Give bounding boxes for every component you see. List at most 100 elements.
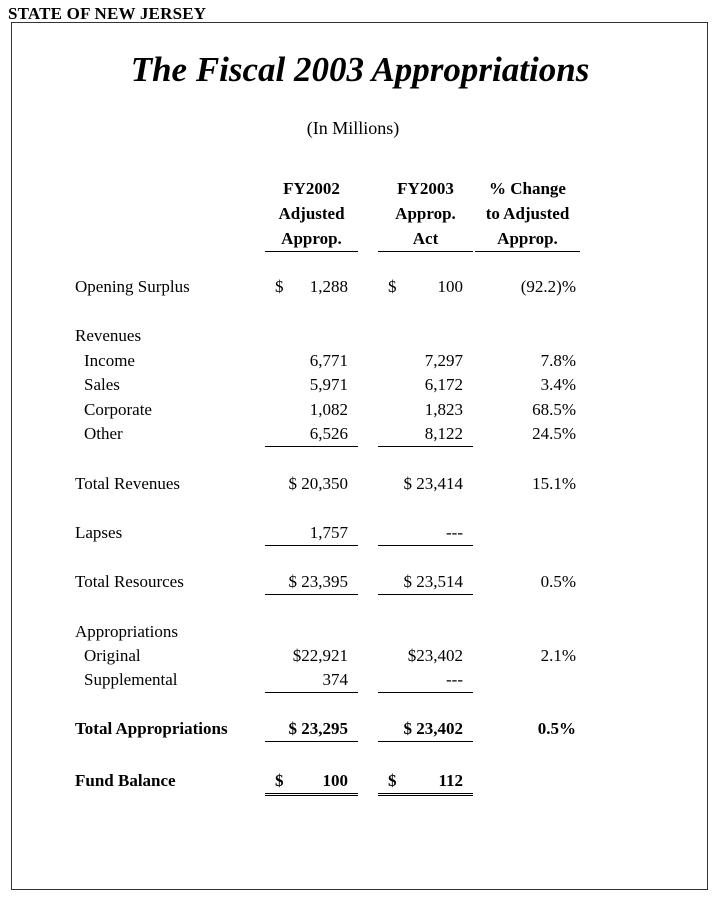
- fy2002-cell: $ 23,295: [265, 719, 358, 742]
- fy2002-cell: 6,526: [265, 424, 358, 447]
- dollar-sign: $: [275, 771, 284, 790]
- change-value: 2.1%: [540, 646, 576, 665]
- change-cell: 2.1%: [475, 646, 580, 668]
- fy2002-value: 6,526: [309, 424, 348, 443]
- column-header-line: FY2002: [283, 179, 340, 198]
- fy2003-value: $ 23,414: [403, 474, 464, 493]
- column-header-line: Approp.: [475, 226, 580, 252]
- row-label: Lapses: [75, 523, 123, 542]
- fy2002-cell: 5,971: [265, 375, 358, 397]
- fy2002-cell: $ 100: [265, 771, 358, 796]
- fy2002-value: $ 23,295: [288, 719, 349, 738]
- row-label: Sales: [84, 375, 120, 394]
- fy2002-cell: $ 23,395: [265, 572, 358, 595]
- change-cell: 0.5%: [475, 719, 580, 741]
- row-label: Original: [84, 646, 141, 665]
- fy2003-cell: $ 23,414: [378, 474, 473, 496]
- section-header-revenues: Revenues: [0, 326, 720, 350]
- fy2003-value: $ 23,402: [403, 719, 464, 738]
- fy2003-cell: 8,122: [378, 424, 473, 447]
- change-value: 15.1%: [532, 474, 576, 493]
- fy2002-value: 1,288: [309, 277, 348, 296]
- fy2003-value: ---: [446, 670, 463, 689]
- change-value: 68.5%: [532, 400, 576, 419]
- fy2002-cell: $22,921: [265, 646, 358, 668]
- change-cell: 7.8%: [475, 351, 580, 373]
- fy2003-value: 8,122: [424, 424, 463, 443]
- fy2002-value: 6,771: [309, 351, 348, 370]
- fy2002-value: 1,757: [309, 523, 348, 542]
- row-label: Corporate: [84, 400, 152, 419]
- table-row-original: Original $22,921 $23,402 2.1%: [0, 646, 720, 670]
- fy2002-cell: 1,757: [265, 523, 358, 546]
- table-row-total-resources: Total Resources $ 23,395 $ 23,514 0.5%: [0, 572, 720, 596]
- column-header-pct-change: % Change to Adjusted Approp.: [475, 176, 580, 252]
- row-label: Other: [84, 424, 123, 443]
- fy2003-cell: $ 100: [378, 277, 473, 299]
- fy2003-cell: $23,402: [378, 646, 473, 668]
- fy2002-cell: 1,082: [265, 400, 358, 422]
- table-row-sales: Sales 5,971 6,172 3.4%: [0, 375, 720, 399]
- fy2002-cell: 6,771: [265, 351, 358, 373]
- change-value: 3.4%: [540, 375, 576, 394]
- fy2003-value: 100: [437, 277, 464, 296]
- row-label: Total Resources: [75, 572, 184, 591]
- document-frame: [11, 22, 708, 890]
- fy2002-value: 1,082: [309, 400, 348, 419]
- table-row-total-appropriations: Total Appropriations $ 23,295 $ 23,402 0…: [0, 719, 720, 743]
- change-cell: 3.4%: [475, 375, 580, 397]
- page-title: The Fiscal 2003 Appropriations: [130, 50, 590, 89]
- section-header-appropriations: Appropriations: [0, 622, 720, 646]
- row-label: Fund Balance: [75, 771, 176, 790]
- state-header: STATE OF NEW JERSEY: [8, 4, 207, 23]
- change-value: 24.5%: [532, 424, 576, 443]
- column-header-fy2002: FY2002 Adjusted Approp.: [265, 176, 358, 252]
- fy2002-value: 374: [322, 670, 349, 689]
- row-label: Income: [84, 351, 135, 370]
- fy2002-value: $ 23,395: [288, 572, 349, 591]
- change-cell: (92.2)%: [475, 277, 580, 299]
- column-header-line: Act: [378, 226, 473, 252]
- table-row-corporate: Corporate 1,082 1,823 68.5%: [0, 400, 720, 424]
- table-row-total-revenues: Total Revenues $ 20,350 $ 23,414 15.1%: [0, 474, 720, 498]
- fy2003-cell: $ 23,514: [378, 572, 473, 595]
- row-label: Appropriations: [75, 622, 178, 641]
- fy2002-cell: $ 1,288: [265, 277, 358, 299]
- change-cell: 15.1%: [475, 474, 580, 496]
- table-row-lapses: Lapses 1,757 ---: [0, 523, 720, 547]
- fy2003-cell: 1,823: [378, 400, 473, 422]
- dollar-sign: $: [388, 277, 397, 296]
- fy2003-value: $ 23,514: [403, 572, 464, 591]
- column-header-line: % Change: [489, 179, 566, 198]
- column-header-line: Approp.: [395, 204, 456, 223]
- fy2003-value: $23,402: [407, 646, 463, 665]
- change-cell: 0.5%: [475, 572, 580, 594]
- fy2002-cell: $ 20,350: [265, 474, 358, 496]
- fy2003-value: 1,823: [424, 400, 463, 419]
- row-label: Supplemental: [84, 670, 178, 689]
- row-label: Opening Surplus: [75, 277, 190, 296]
- fy2003-cell: 7,297: [378, 351, 473, 373]
- fy2002-value: $ 20,350: [288, 474, 349, 493]
- fy2003-value: ---: [446, 523, 463, 542]
- table-row-other: Other 6,526 8,122 24.5%: [0, 424, 720, 448]
- fy2003-value: 7,297: [424, 351, 463, 370]
- change-value: 0.5%: [537, 719, 576, 738]
- fy2002-cell: 374: [265, 670, 358, 693]
- table-row-opening-surplus: Opening Surplus $ 1,288 $ 100 (92.2)%: [0, 277, 720, 301]
- fy2003-value: 112: [438, 771, 463, 790]
- page-subtitle: (In Millions): [306, 118, 400, 138]
- change-value: 7.8%: [540, 351, 576, 370]
- table-row-supplemental: Supplemental 374 ---: [0, 670, 720, 694]
- fy2003-value: 6,172: [424, 375, 463, 394]
- column-header-fy2003: FY2003 Approp. Act: [378, 176, 473, 252]
- column-header-line: Approp.: [265, 226, 358, 252]
- fy2003-cell: ---: [378, 670, 473, 693]
- fy2002-value: $22,921: [292, 646, 348, 665]
- fy2002-value: 100: [322, 771, 349, 790]
- dollar-sign: $: [388, 771, 397, 790]
- row-label: Total Appropriations: [75, 719, 228, 738]
- fy2003-cell: 6,172: [378, 375, 473, 397]
- change-cell: 68.5%: [475, 400, 580, 422]
- fy2003-cell: ---: [378, 523, 473, 546]
